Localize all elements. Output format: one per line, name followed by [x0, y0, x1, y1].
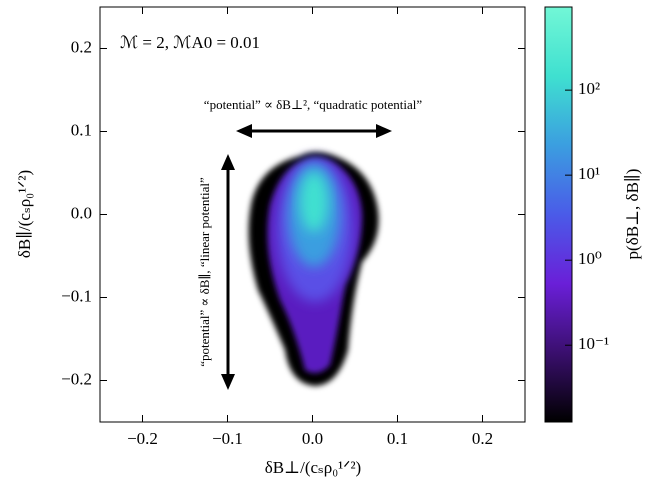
annotation: “potential” ∝ δB∥, “linear potential” [197, 177, 212, 367]
x-tick-label: −0.1 [212, 429, 243, 448]
colorbar-tick-label: 10² [578, 79, 600, 98]
density-blob [248, 152, 379, 386]
y-axis-label: δB∥/(cₛρ₀¹ᐟ²) [15, 170, 34, 258]
x-tick-label: 0.2 [472, 429, 493, 448]
colorbar-tick-label: 10⁰ [578, 249, 602, 268]
colorbar-tick-label: 10⁻¹ [578, 334, 609, 353]
x-tick-label: 0.1 [387, 429, 408, 448]
y-tick-label: 0.2 [71, 37, 92, 56]
x-tick-label: −0.2 [127, 429, 158, 448]
y-tick-label: −0.2 [61, 369, 92, 388]
annotation: ℳ = 2, ℳA0 = 0.01 [120, 33, 260, 52]
y-tick-label: −0.1 [61, 286, 92, 305]
y-tick-label: 0.1 [71, 120, 92, 139]
colorbar [544, 6, 573, 423]
y-tick-label: 0.0 [71, 203, 92, 222]
x-tick-label: 0.0 [302, 429, 323, 448]
colorbar-tick-label: 10¹ [578, 164, 600, 183]
annotation: “potential” ∝ δB⊥², “quadratic potential… [204, 97, 423, 112]
colorbar-label: p(δB⊥, δB∥) [623, 169, 642, 260]
x-axis-label: δB⊥/(cₛρ₀¹ᐟ²) [265, 458, 361, 477]
arrows [221, 124, 392, 390]
